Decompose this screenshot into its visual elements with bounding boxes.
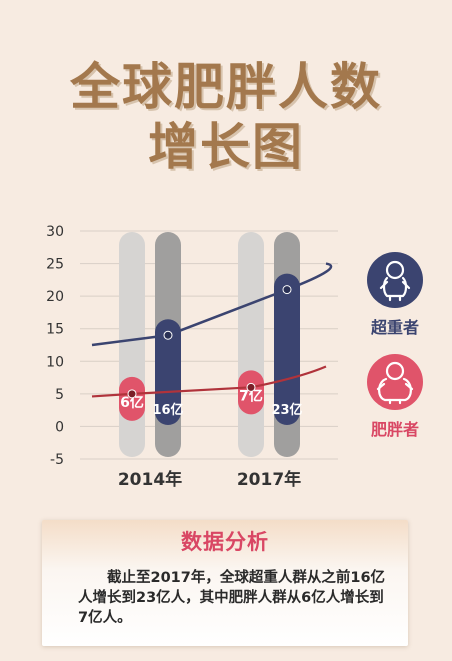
obese-point [127,389,137,399]
obese-bar [238,370,264,415]
y-tick-label: 5 [55,387,64,403]
legend-overweight-label: 超重者 [370,318,419,337]
page-title-line-2: 增长图 [148,118,304,176]
y-tick-label: -5 [50,452,64,468]
y-tick-label: 30 [46,224,64,240]
legend-obese: 肥胖者 [360,354,430,440]
obese-data-label: 6亿 [120,394,144,411]
overweight-bar [274,273,300,425]
page-title-line-1: 全球肥胖人数 [70,58,382,116]
analysis-text: 截止至2017年，全球超重人群从之前16亿人增长到23亿人，其中肥胖人群从6亿人… [78,570,386,626]
obese-data-label: 7亿 [239,387,263,404]
analysis-title: 数据分析 [181,530,269,554]
background-pill-light [238,232,264,457]
y-tick-label: 15 [46,322,64,338]
legend-overweight: 超重者 [360,252,430,338]
overweight-point [282,285,292,295]
overweight-point [163,330,173,340]
background-pill-light [119,232,145,457]
x-category-label: 2017年 [237,469,301,490]
obese-point [246,382,256,392]
x-category-label: 2014年 [118,469,182,490]
y-tick-label: 0 [55,419,64,435]
y-tick-label: 25 [46,257,64,273]
overweight-data-label: 16亿 [152,402,183,418]
legend-obese-label: 肥胖者 [370,420,419,439]
growth-chart: 30 25 20 15 10 5 0 -5 6亿 16亿 2014年 7亿 23亿 2017年 [46,224,338,490]
overweight-data-label: 23亿 [271,402,302,418]
chubby-baby-icon [367,354,423,410]
y-tick-label: 20 [46,289,64,305]
obese-bar [119,376,145,421]
overweight-bar [155,319,181,425]
overweight-trend-line [91,262,333,347]
baby-icon [367,252,423,308]
y-tick-label: 10 [46,354,64,370]
analysis-panel: 数据分析 截止至2017年，全球超重人群从之前16亿人增长到23亿人，其中肥胖人… [42,520,408,646]
